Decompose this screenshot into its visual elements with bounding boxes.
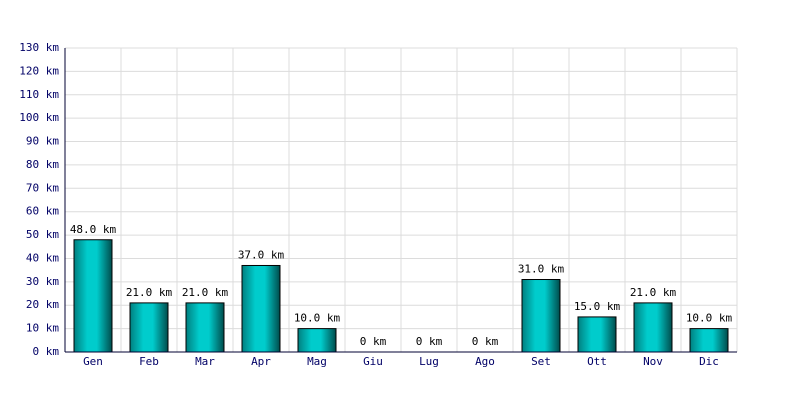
y-tick-label: 120 km — [19, 64, 59, 77]
x-tick-label: Apr — [251, 355, 271, 368]
x-tick-label: Nov — [643, 355, 663, 368]
x-tick-label: Lug — [419, 355, 439, 368]
x-tick-label: Ott — [587, 355, 607, 368]
y-tick-label: 10 km — [26, 322, 59, 335]
value-label: 37.0 km — [238, 248, 285, 261]
y-tick-label: 60 km — [26, 205, 59, 218]
value-label: 0 km — [472, 335, 499, 348]
bar — [241, 264, 281, 353]
y-tick-label: 100 km — [19, 111, 59, 124]
y-tick-label: 80 km — [26, 158, 59, 171]
bar — [633, 302, 673, 353]
y-tick-label: 50 km — [26, 228, 59, 241]
value-label: 10.0 km — [294, 312, 341, 325]
value-label: 15.0 km — [574, 300, 621, 313]
value-label: 31.0 km — [518, 263, 565, 276]
bar — [521, 279, 561, 353]
bar — [73, 239, 113, 353]
bar — [577, 316, 617, 353]
value-label: 48.0 km — [70, 223, 117, 236]
y-tick-label: 90 km — [26, 135, 59, 148]
x-tick-label: Set — [531, 355, 551, 368]
y-tick-label: 70 km — [26, 181, 59, 194]
value-label: 0 km — [360, 335, 387, 348]
value-label: 21.0 km — [126, 286, 173, 299]
y-tick-label: 20 km — [26, 298, 59, 311]
y-tick-label: 0 km — [33, 345, 60, 358]
x-tick-label: Dic — [699, 355, 719, 368]
y-tick-label: 110 km — [19, 88, 59, 101]
x-tick-label: Feb — [139, 355, 159, 368]
value-label: 21.0 km — [630, 286, 677, 299]
x-tick-label: Ago — [475, 355, 495, 368]
y-tick-label: 30 km — [26, 275, 59, 288]
value-label: 0 km — [416, 335, 443, 348]
grid — [65, 47, 738, 353]
x-tick-label: Mar — [195, 355, 215, 368]
x-tick-label: Giu — [363, 355, 383, 368]
bar — [185, 302, 225, 353]
bar — [129, 302, 169, 353]
bar — [689, 328, 729, 353]
bar — [297, 328, 337, 353]
value-label: 21.0 km — [182, 286, 229, 299]
x-tick-label: Gen — [83, 355, 103, 368]
y-tick-label: 40 km — [26, 251, 59, 264]
value-label: 10.0 km — [686, 312, 733, 325]
y-tick-label: 130 km — [19, 41, 59, 54]
x-tick-label: Mag — [307, 355, 327, 368]
